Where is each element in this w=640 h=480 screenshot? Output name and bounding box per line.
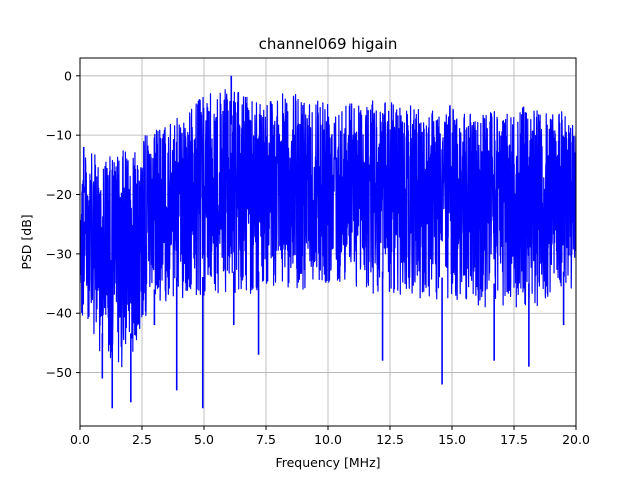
y-tick-label: 0 [64, 68, 72, 83]
y-tick-label: −40 [46, 306, 72, 321]
psd-trace [80, 89, 576, 368]
x-tick-label: 7.5 [256, 432, 276, 447]
y-tick-label: −20 [46, 187, 72, 202]
y-axis-label: PSD [dB] [19, 214, 34, 269]
x-tick-label: 20.0 [562, 432, 590, 447]
y-tick-label: −50 [46, 365, 72, 380]
y-axis-ticks: 0 −10 −20 −30 −40 −50 [46, 68, 80, 380]
x-axis-label: Frequency [MHz] [275, 455, 380, 470]
x-axis-ticks: 0.0 2.5 5.0 7.5 10.0 12.5 15.0 17.5 20.0 [70, 426, 590, 447]
x-tick-label: 5.0 [194, 432, 214, 447]
chart-title: channel069 higain [259, 35, 398, 53]
y-tick-label: −10 [46, 128, 72, 143]
x-tick-label: 15.0 [438, 432, 466, 447]
x-tick-label: 10.0 [314, 432, 342, 447]
x-tick-label: 17.5 [500, 432, 528, 447]
x-tick-label: 0.0 [70, 432, 90, 447]
x-tick-label: 12.5 [376, 432, 404, 447]
series-layer [80, 75, 576, 409]
x-tick-label: 2.5 [132, 432, 152, 447]
plot-area [80, 75, 576, 409]
y-tick-label: −30 [46, 246, 72, 261]
